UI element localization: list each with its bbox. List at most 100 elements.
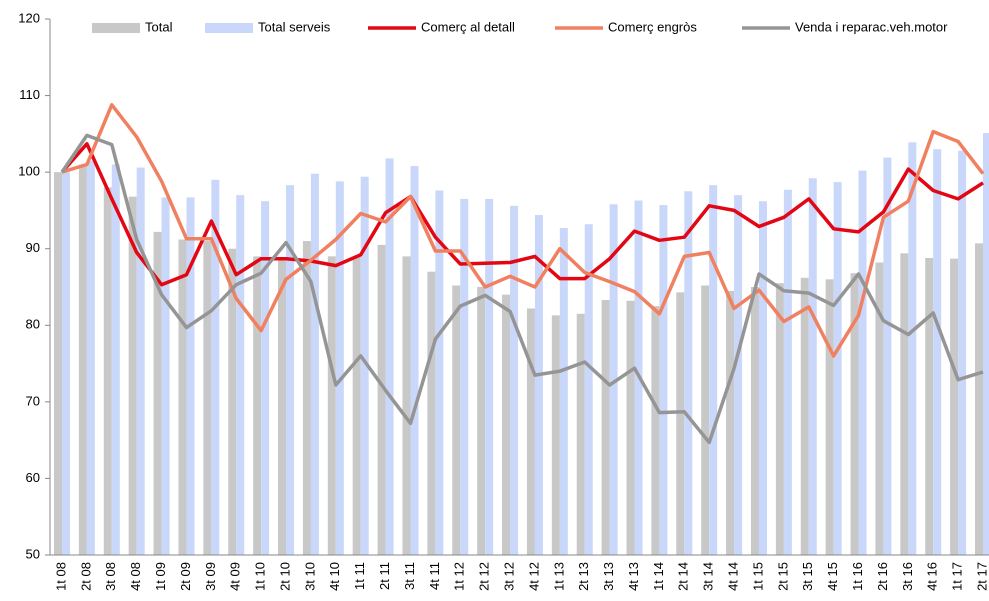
bar — [352, 256, 361, 555]
bar — [559, 228, 568, 556]
bar — [310, 173, 319, 555]
bar — [128, 196, 137, 555]
bar — [360, 176, 369, 556]
legend-label: Comerç al detall — [421, 19, 515, 34]
bar — [601, 300, 610, 555]
bar — [758, 201, 767, 556]
bar — [850, 273, 859, 555]
bar — [975, 243, 983, 555]
x-tick-label: 4t 11 — [427, 562, 442, 590]
bar — [626, 300, 635, 555]
x-tick-label: 2t 08 — [78, 562, 93, 591]
bar — [584, 224, 593, 555]
bar — [136, 167, 145, 555]
x-tick-label: 2t 15 — [775, 562, 790, 591]
y-tick-label: 50 — [26, 546, 40, 561]
x-tick-label: 2t 16 — [875, 562, 890, 591]
bar — [676, 292, 685, 555]
line-series — [61, 103, 985, 358]
bar — [302, 241, 311, 556]
bar — [933, 149, 942, 555]
bar — [900, 253, 909, 555]
bar — [701, 285, 710, 555]
bar — [253, 256, 262, 555]
x-tick-label: 2t 14 — [676, 562, 691, 591]
legend-label: Comerç engròs — [608, 19, 697, 34]
x-tick-label: 4t 15 — [825, 562, 840, 591]
bar — [875, 262, 884, 555]
bar — [103, 187, 112, 555]
bar — [958, 150, 967, 555]
legend-label: Total serveis — [258, 19, 331, 34]
x-tick-label: 3t 12 — [501, 562, 516, 591]
bar — [726, 290, 735, 555]
bar — [925, 257, 934, 555]
bar — [111, 164, 120, 555]
bar — [659, 205, 668, 555]
x-tick-label: 1t 16 — [850, 562, 865, 591]
x-tick-label: 3t 13 — [601, 562, 616, 591]
bar — [228, 248, 237, 555]
bar — [377, 244, 386, 555]
x-tick-label: 4t 16 — [925, 562, 940, 591]
x-tick-label: 2t 10 — [277, 562, 292, 591]
x-tick-label: 1t 08 — [53, 562, 68, 591]
bar — [526, 308, 535, 555]
bar — [651, 306, 660, 555]
x-tick-label: 1t 09 — [153, 562, 168, 591]
bar — [750, 287, 759, 555]
x-tick-label: 4t 14 — [726, 562, 741, 591]
line-series — [60, 133, 984, 445]
bar — [335, 181, 344, 555]
y-tick-label: 120 — [18, 10, 40, 25]
bar — [825, 279, 834, 555]
x-tick-label: 2t 11 — [377, 562, 392, 590]
legend-label: Venda i reparac.veh.motor — [795, 19, 948, 34]
y-tick-label: 100 — [18, 164, 40, 179]
bar — [709, 185, 718, 555]
legend-swatch — [92, 23, 140, 33]
x-tick-label: 2t 12 — [477, 562, 492, 591]
x-tick-label: 3t 14 — [701, 562, 716, 591]
x-tick-label: 4t 09 — [228, 562, 243, 591]
x-tick-label: 3t 08 — [103, 562, 118, 591]
x-tick-label: 3t 15 — [800, 562, 815, 591]
x-tick-label: 4t 12 — [526, 562, 541, 591]
x-tick-label: 1t 10 — [253, 562, 268, 591]
bar — [609, 204, 618, 555]
bar — [576, 313, 585, 555]
x-tick-label: 1t 11 — [352, 562, 367, 590]
bar — [211, 179, 220, 556]
x-tick-label: 3t 10 — [302, 562, 317, 591]
bar — [178, 239, 187, 556]
bar — [427, 271, 436, 555]
x-tick-label: 4t 10 — [327, 562, 342, 591]
bar — [203, 241, 212, 556]
x-tick-label: 2t 13 — [576, 562, 591, 591]
bar — [153, 231, 162, 555]
bar — [800, 277, 809, 555]
y-tick-label: 60 — [26, 470, 40, 485]
bar — [62, 172, 70, 555]
y-tick-label: 110 — [19, 87, 40, 102]
bar — [78, 164, 87, 555]
bar — [808, 178, 817, 556]
x-tick-label: 1t 13 — [551, 562, 566, 591]
x-tick-label: 3t 16 — [900, 562, 915, 591]
bar — [510, 205, 519, 555]
bar — [883, 157, 892, 555]
x-tick-label: 2t 17 — [974, 562, 989, 591]
bar — [858, 170, 867, 555]
bar — [236, 195, 245, 555]
bar — [983, 133, 989, 555]
legend-swatch — [205, 23, 253, 33]
bar — [485, 198, 494, 555]
bar — [402, 256, 411, 555]
bar — [534, 215, 543, 555]
bar — [551, 315, 560, 555]
x-tick-label: 4t 08 — [128, 562, 143, 591]
bar — [54, 172, 62, 555]
bar — [86, 160, 95, 555]
bar — [261, 201, 270, 556]
